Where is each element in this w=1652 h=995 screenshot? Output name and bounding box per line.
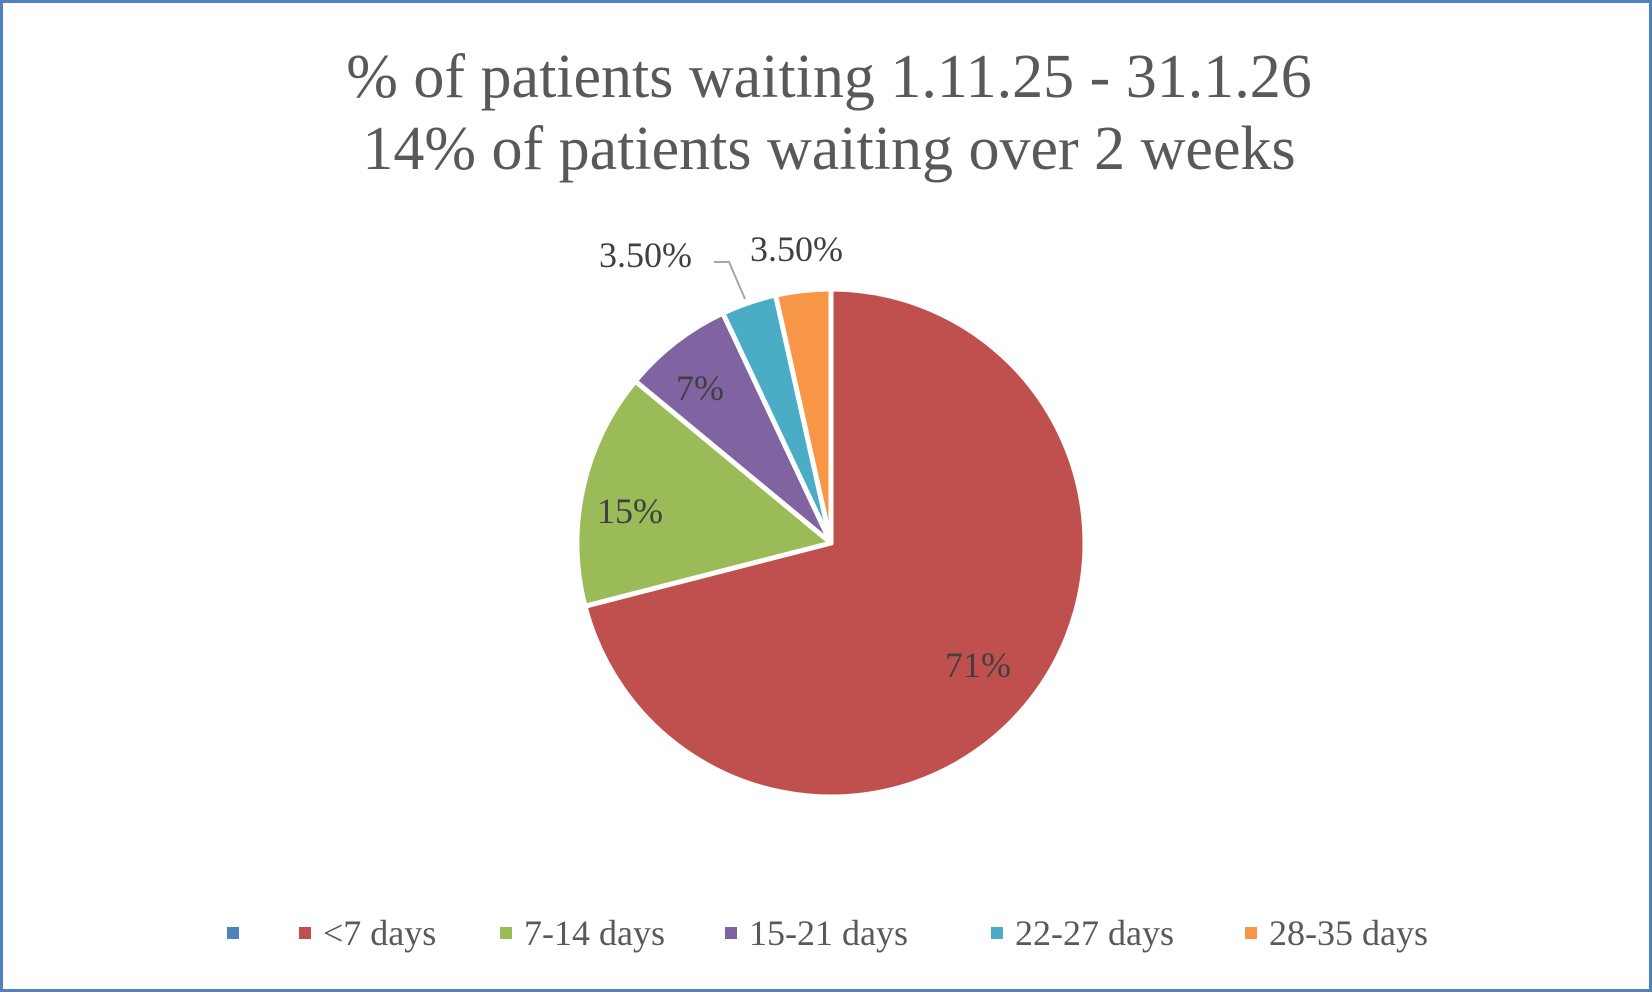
data-label-7-14: 15% — [597, 491, 663, 531]
legend-item-blank[interactable] — [227, 913, 251, 953]
legend-label: 15-21 days — [749, 913, 908, 953]
pie-chart — [574, 261, 1088, 800]
legend-label: 22-27 days — [1015, 913, 1174, 953]
data-label-lt7: 71% — [945, 645, 1011, 685]
legend-item-22-27[interactable]: 22-27 days — [991, 913, 1174, 953]
chart-legend: <7 days 7-14 days 15-21 days 22-27 days … — [3, 913, 1652, 953]
legend-label: 28-35 days — [1269, 913, 1428, 953]
legend-item-28-35[interactable]: 28-35 days — [1245, 913, 1428, 953]
chart-title: % of patients waiting 1.11.25 - 31.1.26 … — [3, 41, 1652, 185]
data-label-22-27: 3.50% — [599, 235, 692, 275]
legend-swatch-22-27 — [991, 927, 1003, 939]
pie-slice-28-35[interactable] — [773, 286, 834, 546]
pie-slice-lt7[interactable] — [582, 286, 1088, 800]
leader-line-22-27 — [714, 261, 746, 300]
data-label-15-21: 7% — [676, 368, 724, 408]
chart-title-line1: % of patients waiting 1.11.25 - 31.1.26 — [346, 43, 1312, 111]
data-label-28-35: 3.50% — [750, 229, 843, 269]
legend-label: <7 days — [323, 913, 437, 953]
legend-swatch-7-14 — [500, 927, 512, 939]
legend-item-lt7[interactable]: <7 days — [299, 913, 436, 953]
pie-slice-7-14[interactable] — [574, 378, 834, 609]
legend-swatch-lt7 — [299, 927, 311, 939]
legend-swatch-15-21 — [725, 927, 737, 939]
legend-item-15-21[interactable]: 15-21 days — [725, 913, 908, 953]
legend-item-7-14[interactable]: 7-14 days — [500, 913, 665, 953]
legend-swatch-28-35 — [1245, 927, 1257, 939]
legend-swatch-blank — [227, 927, 239, 939]
legend-label: 7-14 days — [524, 913, 665, 953]
chart-title-line2: 14% of patients waiting over 2 weeks — [362, 115, 1296, 183]
